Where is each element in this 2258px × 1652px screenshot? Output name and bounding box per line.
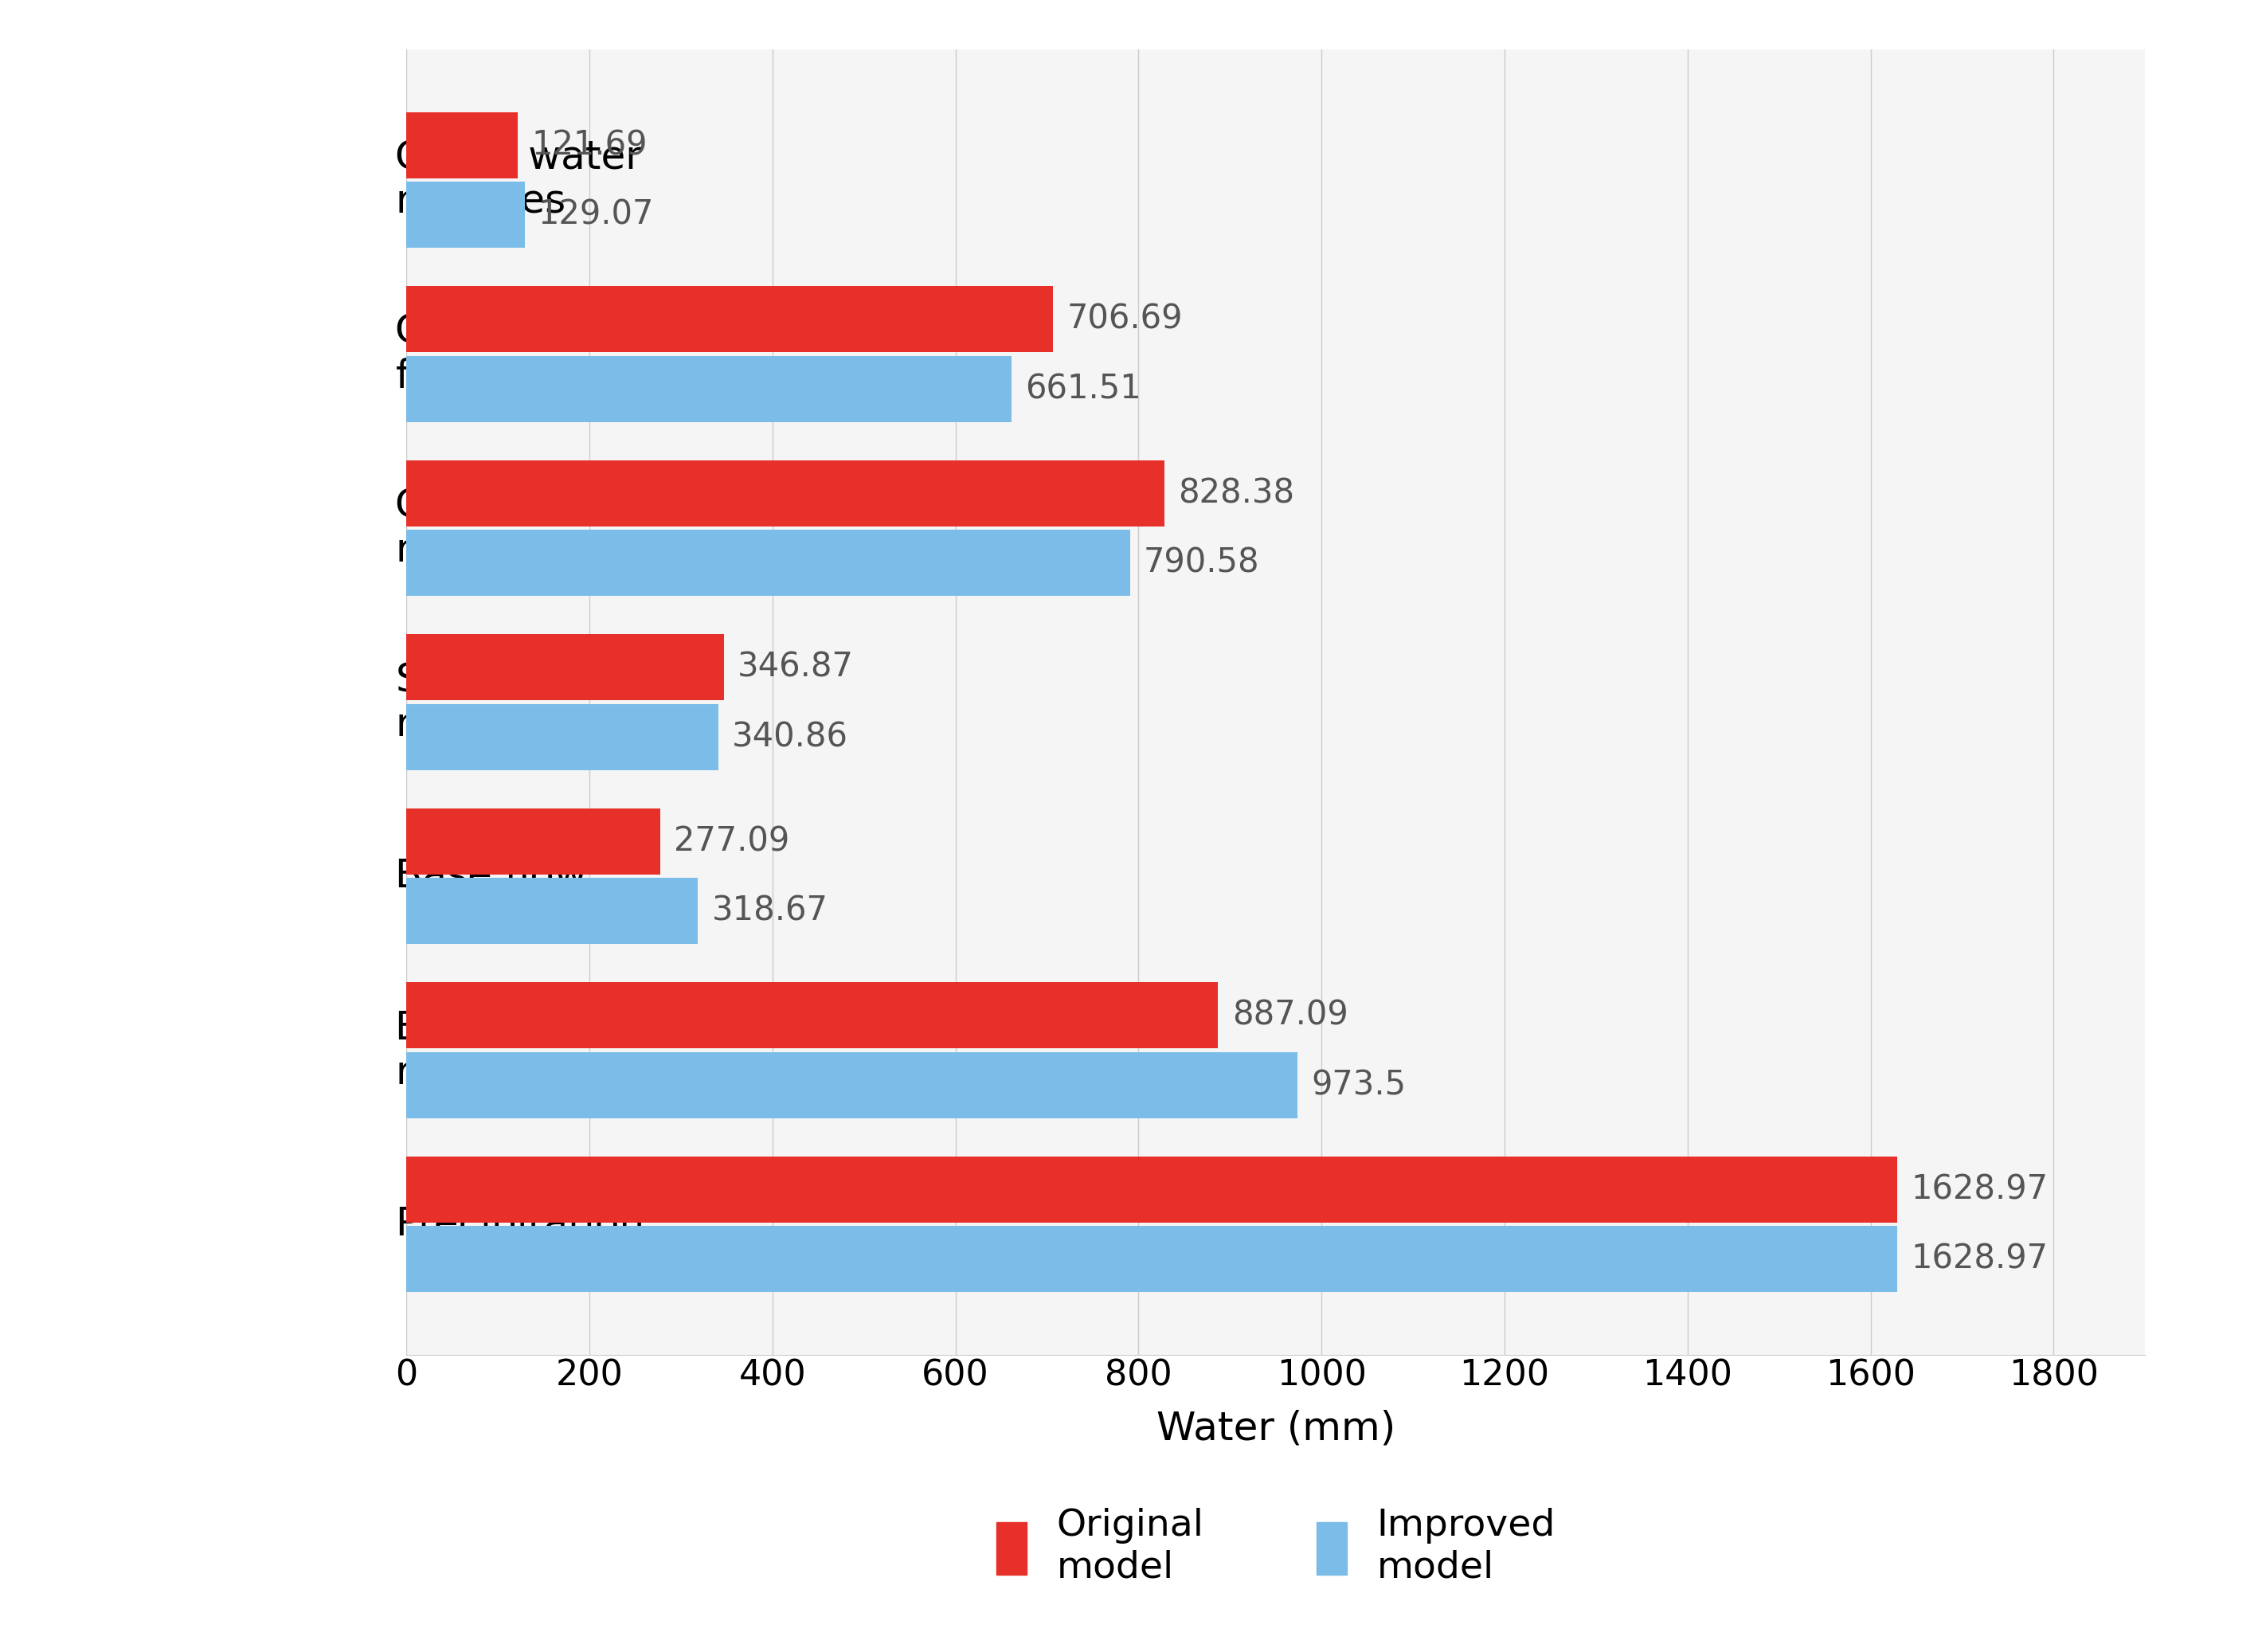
Text: 973.5: 973.5 xyxy=(1312,1069,1407,1102)
Bar xyxy=(406,286,1052,352)
Text: 277.09: 277.09 xyxy=(673,824,790,857)
Text: 887.09: 887.09 xyxy=(1233,998,1348,1032)
Text: 129.07: 129.07 xyxy=(537,198,655,231)
Bar xyxy=(406,1226,1897,1292)
Bar xyxy=(406,1052,1298,1118)
Bar xyxy=(406,461,1165,527)
Bar xyxy=(406,1156,1897,1222)
Text: 121.69: 121.69 xyxy=(531,129,648,162)
Bar xyxy=(406,704,718,770)
Text: 1628.97: 1628.97 xyxy=(1910,1242,2048,1275)
Text: 340.86: 340.86 xyxy=(732,720,849,753)
Text: 828.38: 828.38 xyxy=(1179,476,1294,510)
Legend: Original
model, Improved
model: Original model, Improved model xyxy=(960,1470,1592,1622)
Bar xyxy=(406,808,659,874)
Text: 706.69: 706.69 xyxy=(1066,302,1183,335)
Bar xyxy=(406,983,1219,1049)
Text: 790.58: 790.58 xyxy=(1143,547,1260,580)
Text: 1628.97: 1628.97 xyxy=(1910,1173,2048,1206)
Bar xyxy=(406,634,725,700)
Text: 318.67: 318.67 xyxy=(711,894,829,928)
Bar xyxy=(406,877,698,943)
Bar xyxy=(406,182,524,248)
Bar xyxy=(406,355,1012,421)
X-axis label: Water (mm): Water (mm) xyxy=(1156,1409,1395,1447)
Text: 346.87: 346.87 xyxy=(738,651,854,684)
Bar xyxy=(406,112,517,178)
Text: 661.51: 661.51 xyxy=(1025,372,1143,406)
Bar xyxy=(406,530,1129,596)
